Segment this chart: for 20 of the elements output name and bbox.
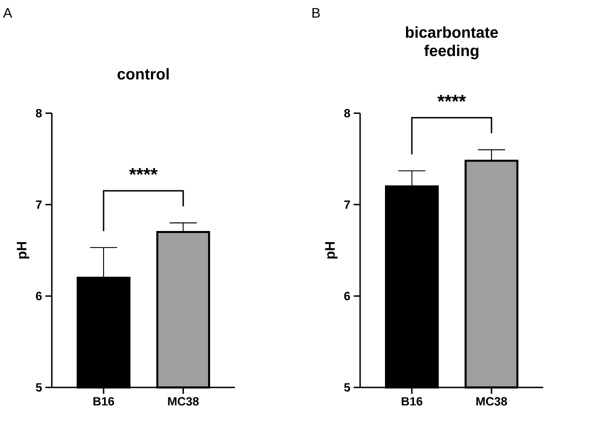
y-tick-label: 7 — [344, 200, 350, 208]
y-tick-label: 6 — [36, 292, 42, 300]
y-tick-label: 5 — [36, 383, 42, 392]
y-tick-label: 8 — [36, 108, 42, 118]
y-tick-label: 7 — [36, 200, 42, 208]
annotation: **** — [129, 168, 158, 175]
text: A — [3, 8, 12, 18]
x-tick-label: B16 — [93, 396, 114, 406]
y-tick-label: 6 — [344, 292, 350, 300]
chart-title: control — [118, 68, 169, 80]
chart-title: bicarbontate feeding — [406, 26, 498, 60]
text: **** — [437, 94, 466, 102]
y-tick-label: 8 — [344, 108, 350, 118]
x-tick-label: B16 — [402, 396, 422, 406]
y-axis-title: pH — [325, 242, 338, 258]
x-tick-label: MC38 — [168, 396, 199, 406]
x-tick-label: MC38 — [476, 396, 508, 406]
y-axis-title: pH — [16, 242, 30, 258]
text: B — [312, 8, 320, 18]
y-tick-label: 5 — [344, 383, 350, 392]
